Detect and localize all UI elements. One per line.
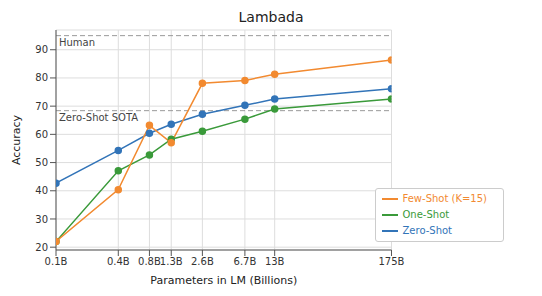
svg-text:Zero-Shot SOTA: Zero-Shot SOTA (59, 112, 138, 123)
svg-text:0.8B: 0.8B (138, 256, 161, 267)
svg-text:60: 60 (35, 129, 48, 140)
svg-text:6.7B: 6.7B (234, 256, 257, 267)
html-text:Zero-Shot: Zero-Shot (402, 225, 452, 236)
svg-text:20: 20 (35, 242, 48, 253)
svg-text:Parameters in LM (Billions): Parameters in LM (Billions) (150, 274, 297, 287)
html-text:Lambada: Lambada (238, 9, 304, 25)
html-text:One-Shot: One-Shot (402, 209, 450, 220)
svg-text:30: 30 (35, 214, 48, 225)
svg-text:80: 80 (35, 72, 48, 83)
svg-text:13B: 13B (265, 256, 285, 267)
svg-text:2.6B: 2.6B (191, 256, 214, 267)
svg-text:0.4B: 0.4B (107, 256, 130, 267)
svg-text:1.3B: 1.3B (160, 256, 183, 267)
svg-text:Accuracy: Accuracy (10, 114, 23, 165)
svg-text:Human: Human (59, 37, 95, 48)
svg-text:40: 40 (35, 185, 48, 196)
svg-text:70: 70 (35, 101, 48, 112)
svg-text:50: 50 (35, 157, 48, 168)
html-text:Few-Shot (K=15): Few-Shot (K=15) (402, 193, 487, 204)
svg-text:175B: 175B (379, 256, 405, 267)
svg-text:0.1B: 0.1B (45, 256, 68, 267)
svg-text:90: 90 (35, 44, 48, 55)
